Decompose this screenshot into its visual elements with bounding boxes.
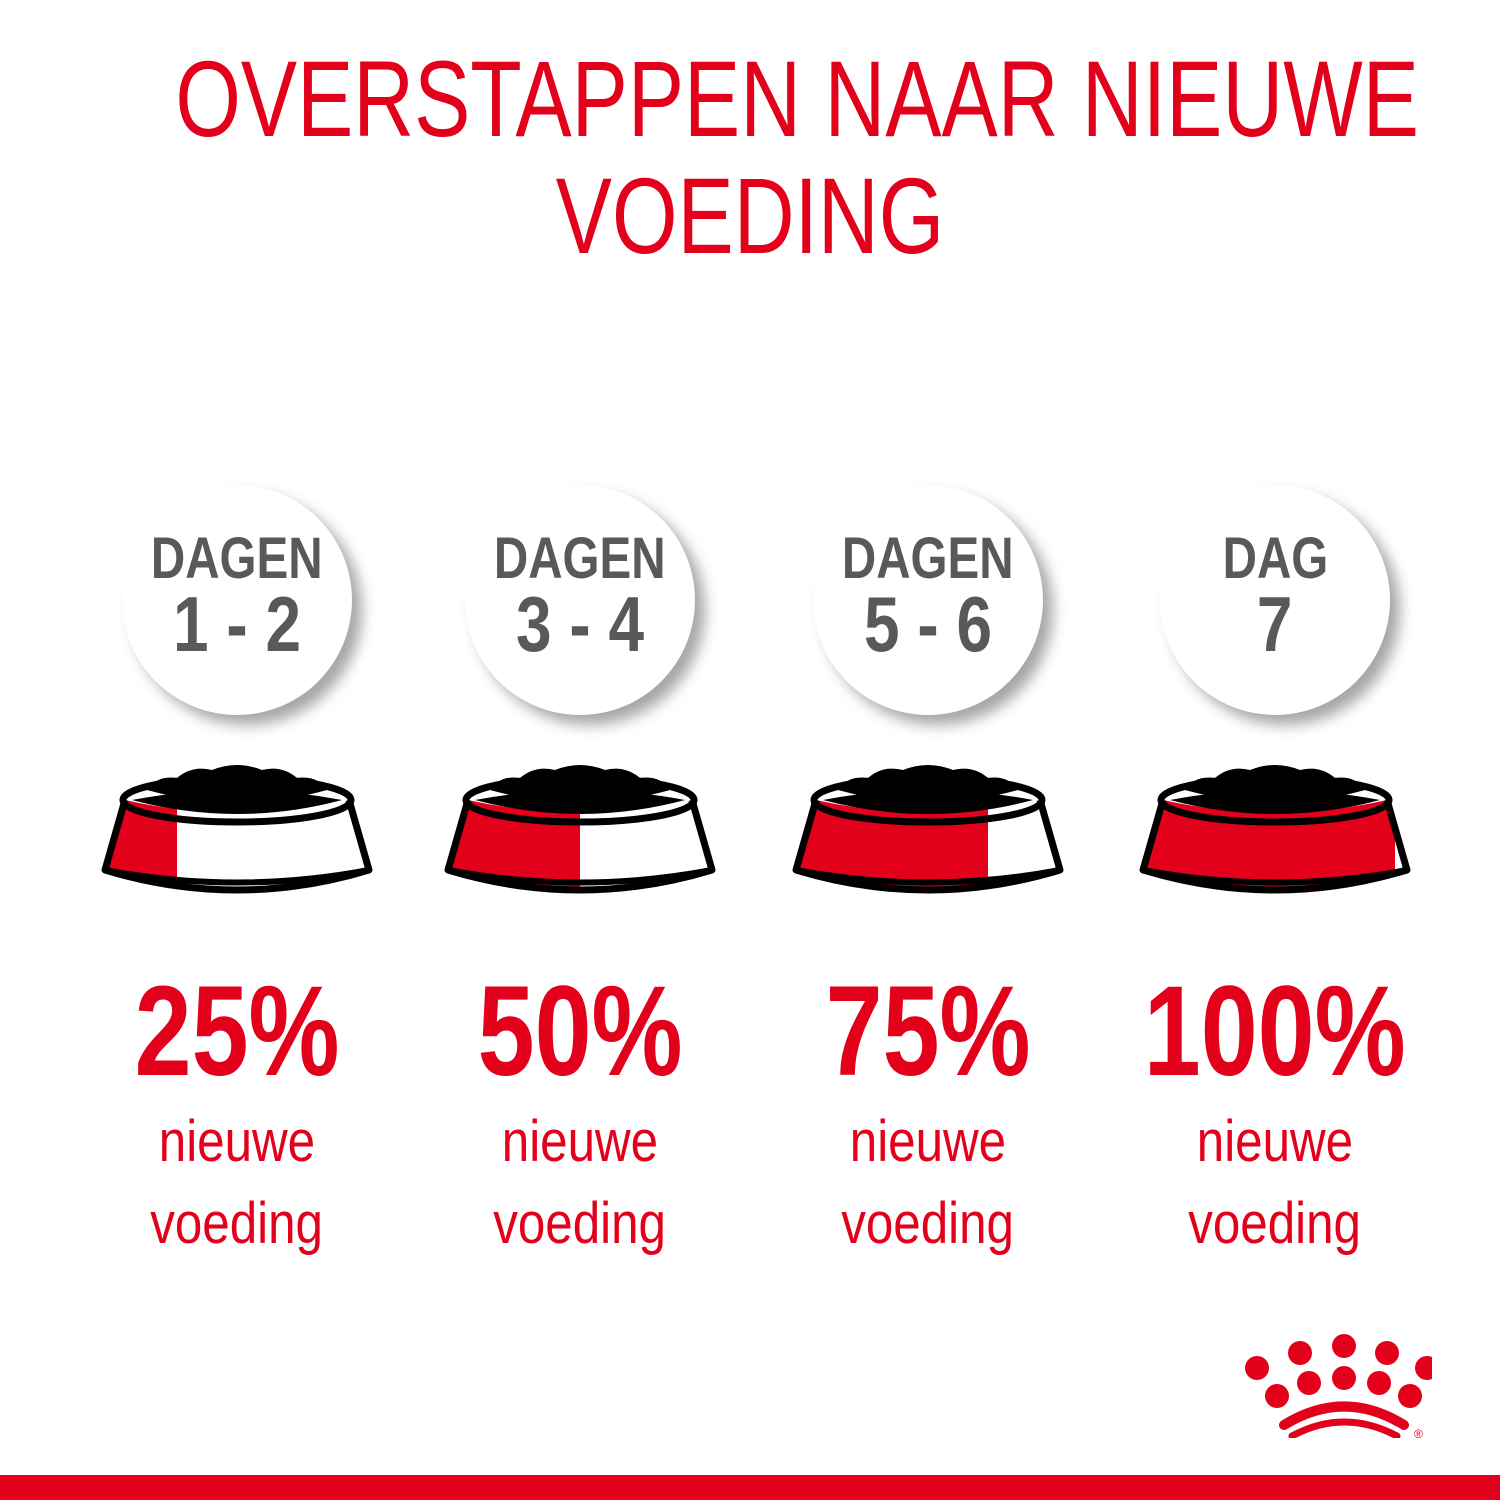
day-number: 7 xyxy=(1257,580,1293,668)
bottom-brand-bar xyxy=(0,1475,1500,1500)
caption-line1: nieuwe xyxy=(158,1109,316,1174)
percent-value: 50% xyxy=(477,960,683,1103)
day-number: 3 - 4 xyxy=(516,580,644,668)
percent-value: 25% xyxy=(134,960,340,1103)
day-circle: DAGEN 5 - 6 xyxy=(813,485,1043,715)
caption-line2: voeding xyxy=(150,1191,324,1256)
day-circle: DAG 7 xyxy=(1160,485,1390,715)
day-label: DAGEN xyxy=(151,526,323,591)
day-circle: DAGEN 3 - 4 xyxy=(465,485,695,715)
food-bowl-icon xyxy=(1139,765,1411,894)
step-3: DAGEN 5 - 6 75% nieuwe voeding xyxy=(758,0,1098,1300)
svg-text:®: ® xyxy=(1414,1427,1423,1438)
step-4: DAG 7 100% nieuwe voeding xyxy=(1105,0,1445,1300)
caption-line1: nieuwe xyxy=(1196,1109,1354,1174)
food-bowl-icon xyxy=(792,765,1064,894)
caption-line2: voeding xyxy=(1188,1191,1362,1256)
crown-logo: ® xyxy=(1245,1334,1432,1438)
page-title-line1: OVERSTAPPEN NAAR NIEUWE xyxy=(175,38,1419,159)
caption-line2: voeding xyxy=(841,1191,1015,1256)
caption-line2: voeding xyxy=(493,1191,667,1256)
day-label: DAGEN xyxy=(842,526,1014,591)
caption-line1: nieuwe xyxy=(849,1109,1007,1174)
day-circle: DAGEN 1 - 2 xyxy=(122,485,352,715)
percent-value: 100% xyxy=(1144,960,1406,1103)
caption-line1: nieuwe xyxy=(501,1109,659,1174)
percent-value: 75% xyxy=(825,960,1031,1103)
step-2: DAGEN 3 - 4 50% nieuwe voeding xyxy=(410,0,750,1300)
page-title-line2: VOEDING xyxy=(555,155,945,276)
food-bowl-icon xyxy=(444,765,716,894)
day-number: 5 - 6 xyxy=(864,580,992,668)
step-1: DAGEN 1 - 2 25% nieuwe voeding xyxy=(67,0,407,1300)
day-label: DAGEN xyxy=(494,526,666,591)
food-bowl-icon xyxy=(101,765,373,894)
day-number: 1 - 2 xyxy=(173,580,301,668)
day-label: DAG xyxy=(1222,526,1328,591)
